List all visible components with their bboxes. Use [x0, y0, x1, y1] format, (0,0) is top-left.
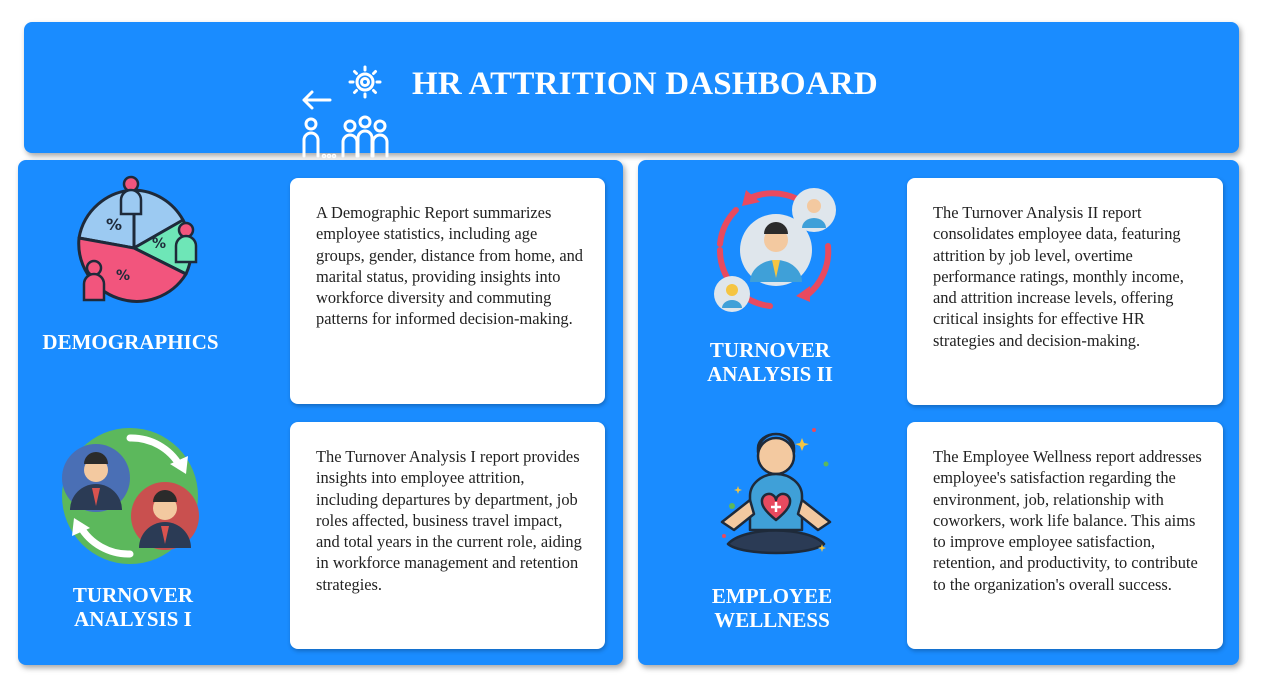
page-title: HR ATTRITION DASHBOARD	[412, 66, 878, 102]
svg-text:%: %	[106, 215, 122, 234]
employee-rotation-icon	[710, 184, 840, 318]
dashboard-header: HR ATTRITION DASHBOARD	[24, 22, 1239, 159]
turnover1-title-line1: TURNOVER	[72, 583, 194, 607]
left-panel: % % % DEMOGRAPHICS A Demographic Report …	[18, 160, 623, 665]
turnover2-title: TURNOVER ANALYSIS II	[672, 338, 868, 386]
turnover1-title: TURNOVER ANALYSIS I	[33, 583, 233, 631]
hr-team-gear-icon	[292, 60, 396, 168]
wellness-title: EMPLOYEE WELLNESS	[672, 584, 872, 632]
turnover1-card: The Turnover Analysis I report provides …	[290, 422, 605, 649]
demographics-card: A Demographic Report summarizes employee…	[290, 178, 605, 404]
right-panel: TURNOVER ANALYSIS II The Turnover Analys…	[638, 160, 1239, 665]
svg-text:%: %	[116, 268, 130, 284]
turnover2-title-line1: TURNOVER	[709, 338, 831, 362]
turnover2-card: The Turnover Analysis II report consolid…	[907, 178, 1223, 405]
turnover2-description: The Turnover Analysis II report consolid…	[933, 203, 1184, 350]
wellness-title-line1: EMPLOYEE	[711, 584, 833, 608]
svg-text:%: %	[152, 236, 166, 252]
wellness-title-line2: WELLNESS	[714, 608, 830, 632]
demographics-description: A Demographic Report summarizes employee…	[316, 203, 583, 329]
demographics-title: DEMOGRAPHICS	[42, 330, 219, 354]
demographics-pie-people-icon: % % %	[66, 170, 206, 319]
turnover2-title-line2: ANALYSIS II	[707, 362, 833, 386]
turnover1-description: The Turnover Analysis I report provides …	[316, 447, 582, 594]
employee-swap-icon	[58, 426, 203, 570]
meditation-heart-icon	[714, 426, 844, 566]
wellness-card: The Employee Wellness report addresses e…	[907, 422, 1223, 649]
wellness-description: The Employee Wellness report addresses e…	[933, 447, 1202, 594]
turnover1-title-line2: ANALYSIS I	[74, 607, 192, 631]
